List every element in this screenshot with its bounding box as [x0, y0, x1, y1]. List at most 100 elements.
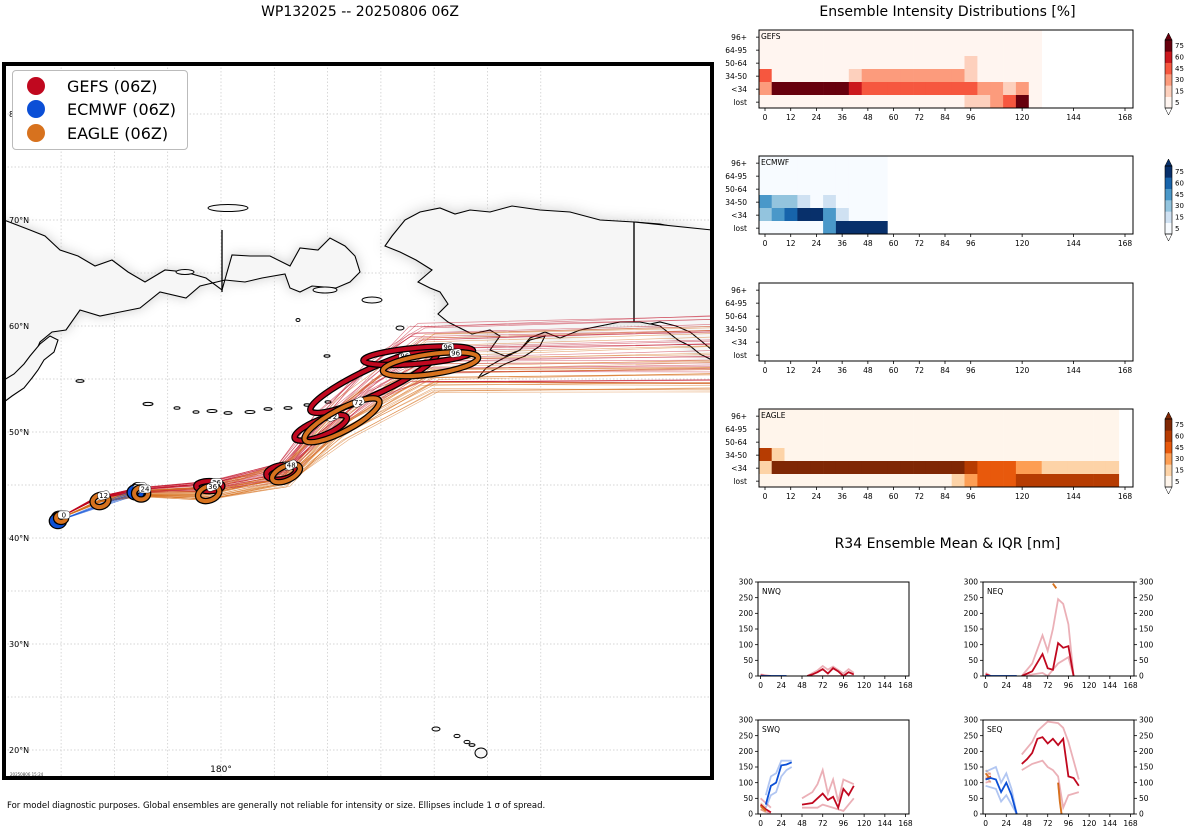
- heatmap-cell: [900, 95, 914, 108]
- heatmap-panel-ecmwf-aifs: 96+ 64-95 50-64 34-50 <34 lost 0 12 24 36 48 60 72 84…: [725, 282, 1134, 375]
- colorbar-segment: [1165, 96, 1172, 109]
- heatmap-cell: [1105, 435, 1120, 448]
- colorbar-segment: [1165, 177, 1172, 189]
- colorbar-extend-bottom: [1164, 233, 1173, 242]
- heatmap-xtick-label: 24: [812, 113, 822, 122]
- colorbar-segment: [1165, 211, 1172, 223]
- r34-xtick-label: 72: [1043, 681, 1053, 690]
- legend-label-eagle: EAGLE (06Z): [67, 123, 169, 143]
- heatmap-cell: [1105, 461, 1120, 474]
- lat-tick-label: 20°N: [9, 746, 29, 755]
- r34-mean-line: [985, 777, 1018, 814]
- heatmap-cell: [887, 422, 901, 435]
- heatmap-xtick-label: 120: [1015, 239, 1030, 248]
- heatmap-cell: [925, 435, 940, 448]
- heatmap-xtick-label: 144: [1066, 113, 1081, 122]
- heatmap-cell: [758, 422, 772, 435]
- colorbar-segment: [1165, 85, 1172, 97]
- heatmap-xtick-label: 0: [763, 492, 768, 501]
- heatmap-cell: [861, 435, 875, 448]
- heatmap-cell: [1093, 422, 1107, 435]
- heatmap-cell: [797, 43, 811, 56]
- heatmap-cell: [925, 82, 940, 95]
- heatmap-cell: [771, 156, 785, 169]
- heatmap-cell: [900, 461, 914, 474]
- heatmap-cell: [758, 208, 772, 221]
- heatmap-ytick-label: 64-95: [725, 172, 747, 181]
- heatmap-cell: [874, 56, 888, 69]
- r34-frame: [982, 719, 1135, 815]
- r34-ytick-label-left: 150: [964, 763, 979, 772]
- colorbar-extend-bottom: [1164, 486, 1173, 495]
- heatmap-xtick-label: 12: [786, 366, 796, 375]
- colorbar-segment: [1165, 430, 1172, 442]
- r34-xtick-label: 72: [818, 819, 828, 828]
- heatmap-cell: [810, 56, 824, 69]
- r34-xtick-label: 96: [1064, 819, 1074, 828]
- colorbar-tick-label: 75: [1175, 421, 1184, 429]
- heatmap-cell: [938, 448, 952, 461]
- r34-xtick-label: 48: [797, 819, 807, 828]
- r34-ytick-label-left: 50: [968, 794, 978, 803]
- heatmap-cell: [797, 208, 811, 221]
- heatmap-cell: [977, 43, 991, 56]
- heatmap-cell: [964, 461, 978, 474]
- heatmap-cell: [1067, 461, 1081, 474]
- heatmap-cell: [925, 56, 940, 69]
- eagle-ellipse-ring: [302, 396, 382, 445]
- heatmap-cell: [784, 195, 798, 208]
- uncertainty-ellipses: 03648729696240122436487296: [48, 342, 482, 530]
- heatmap-cell: [835, 195, 850, 208]
- heatmap-xtick-label: 36: [837, 239, 847, 248]
- heatmap-cell: [771, 422, 785, 435]
- heatmap-ytick-label: lost: [733, 224, 747, 233]
- heatmap-xtick-label: 96: [966, 492, 976, 501]
- r34-ytick-label-left: 200: [964, 609, 979, 618]
- heatmap-cell: [887, 474, 901, 487]
- heatmap-cell: [771, 169, 785, 182]
- heatmap-cell: [938, 422, 952, 435]
- r34-ytick-label-left: 300: [964, 578, 979, 587]
- heatmap-ytick-label: <34: [731, 85, 747, 94]
- r34-section-title: R34 Ensemble Mean & IQR [nm]: [834, 536, 1061, 552]
- legend-label-ecmwf: ECMWF (06Z): [67, 99, 176, 119]
- heatmap-cell: [1093, 448, 1107, 461]
- heatmap-ytick-label: 96+: [731, 159, 747, 168]
- heatmap-cell: [887, 82, 901, 95]
- heatmap-cell: [823, 461, 837, 474]
- heatmap-xtick-label: 48: [863, 113, 873, 122]
- r34-xtick-label: 0: [983, 819, 988, 828]
- heatmap-cell: [797, 221, 811, 234]
- heatmap-cell: [784, 208, 798, 221]
- heatmap-cell: [771, 182, 785, 195]
- heatmap-cell: [797, 461, 811, 474]
- heatmap-cell: [784, 169, 798, 182]
- heatmap-cell: [835, 43, 850, 56]
- r34-xtick-label: 24: [777, 681, 787, 690]
- intensity-heatmaps: GEFS 96+ 64-95 50-64 34-50 <34 lost 0 12 24 36 48 60…: [725, 29, 1184, 501]
- r34-iqr-q3: [801, 766, 855, 802]
- heatmap-cell: [784, 461, 798, 474]
- heatmap-cell: [784, 409, 798, 422]
- heatmap-cell: [913, 43, 927, 56]
- r34-mean-line: [1052, 583, 1058, 589]
- heatmap-cell: [1003, 409, 1017, 422]
- heatmap-cell: [823, 195, 837, 208]
- r34-iqr-q3: [759, 802, 767, 809]
- heatmap-cell: [810, 208, 824, 221]
- heatmap-cell: [900, 474, 914, 487]
- colorbar-gefs: 5 15 30 45 60 75: [1164, 32, 1184, 116]
- heatmap-xtick-label: 84: [940, 113, 950, 122]
- r34-ytick-label-left: 100: [964, 778, 979, 787]
- r34-ytick-label: 50: [743, 656, 753, 665]
- colorbar-tick-label: 30: [1175, 76, 1184, 84]
- heatmap-cell: [1041, 448, 1055, 461]
- heatmap-cell: [810, 43, 824, 56]
- heatmap-cell: [1003, 30, 1017, 43]
- r34-ytick-label: 250: [739, 731, 754, 740]
- colorbar-tick-label: 5: [1175, 225, 1179, 233]
- heatmap-cell: [977, 82, 991, 95]
- r34-ytick-label: 150: [739, 763, 754, 772]
- colorbar-tick-label: 5: [1175, 478, 1179, 486]
- heatmap-cell: [835, 95, 850, 108]
